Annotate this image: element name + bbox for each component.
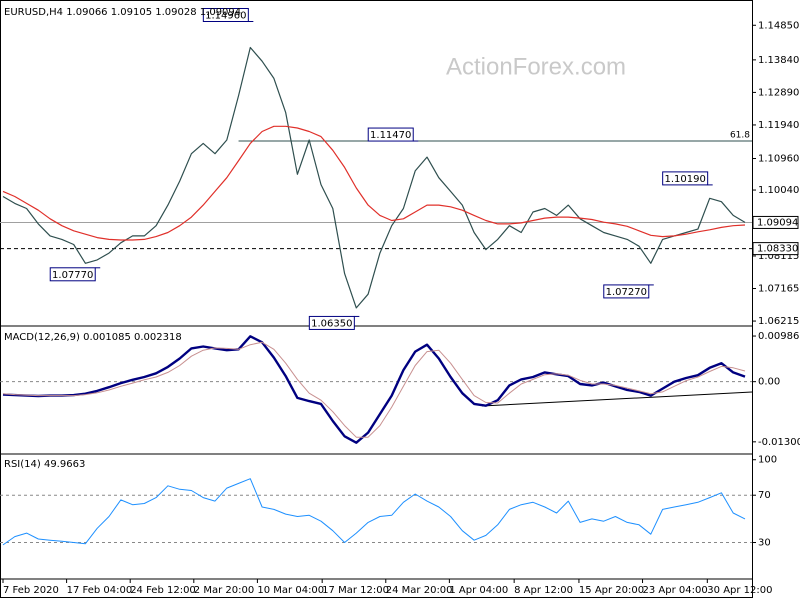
y-tick-label: 1.10960 <box>758 154 799 165</box>
x-tick-label: 8 Apr 12:00 <box>514 585 573 596</box>
annotation-box <box>202 7 249 22</box>
x-tick-label: 30 Apr 12:00 <box>707 585 772 596</box>
annotation-label: 1.07770 <box>52 270 93 281</box>
y-tick-label: 1.07165 <box>758 284 799 295</box>
x-tick-label: 24 Feb 12:00 <box>130 585 196 596</box>
y-tick-label: 1.06215 <box>758 316 799 327</box>
annotation-box <box>367 127 414 142</box>
x-tick-label: 2 Mar 20:00 <box>194 585 254 596</box>
series-line <box>2 478 746 546</box>
panel-title: MACD(12,26,9) 0.001085 0.002318 <box>4 332 182 343</box>
x-tick-label: 7 Feb 2020 <box>3 585 59 596</box>
watermark: ActionForex.com <box>446 53 626 80</box>
annotation-box <box>308 315 355 330</box>
annotation-label: 1.11470 <box>370 130 411 141</box>
x-tick-label: 1 Apr 04:00 <box>449 585 508 596</box>
annotation-box <box>603 284 650 299</box>
y-tick-label: 70 <box>758 490 771 501</box>
level-label: 1.09094 <box>757 217 798 228</box>
annotation-label: 1.14960 <box>205 10 246 21</box>
y-tick-label: 1.11940 <box>758 120 799 131</box>
annotation-label: 1.10190 <box>664 174 705 185</box>
fib-label: 61.8 <box>730 131 750 141</box>
annotation-box <box>49 267 96 282</box>
level-label: 1.08330 <box>757 244 798 255</box>
annotation-box <box>662 171 709 186</box>
panel-title: EURUSD,H4 1.09066 1.09105 1.09028 1.0909… <box>4 7 241 18</box>
y-tick-label: 0.009862 <box>758 331 800 342</box>
x-tick-label: 24 Mar 20:00 <box>386 585 453 596</box>
series-line <box>2 125 746 241</box>
x-tick-label: 15 Apr 20:00 <box>579 585 644 596</box>
y-tick-label: 30 <box>758 538 771 549</box>
x-tick-label: 23 Apr 04:00 <box>643 585 708 596</box>
y-tick-label: 1.14850 <box>758 20 799 31</box>
x-tick-label: 17 Mar 12:00 <box>322 585 389 596</box>
annotation-label: 1.06350 <box>311 318 352 329</box>
level-label-box <box>752 242 799 256</box>
frame <box>0 0 753 598</box>
series-line <box>2 341 746 438</box>
trend-line <box>481 391 753 407</box>
y-tick-label: 100 <box>758 455 777 466</box>
x-tick-label: 17 Feb 04:00 <box>67 585 133 596</box>
y-tick-label: 1.08115 <box>758 251 799 262</box>
y-tick-label: 1.13840 <box>758 55 799 66</box>
y-tick-label: -0.013002 <box>758 437 800 448</box>
panel-title: RSI(14) 49.9663 <box>4 459 85 470</box>
y-tick-label: 0.00 <box>758 377 780 388</box>
series-line <box>2 46 746 309</box>
y-tick-label: 1.10040 <box>758 185 799 196</box>
x-tick-label: 10 Mar 04:00 <box>257 585 324 596</box>
level-label-box <box>752 215 799 229</box>
series-line <box>2 335 746 444</box>
y-tick-label: 1.12890 <box>758 87 799 98</box>
annotation-label: 1.07270 <box>606 287 647 298</box>
